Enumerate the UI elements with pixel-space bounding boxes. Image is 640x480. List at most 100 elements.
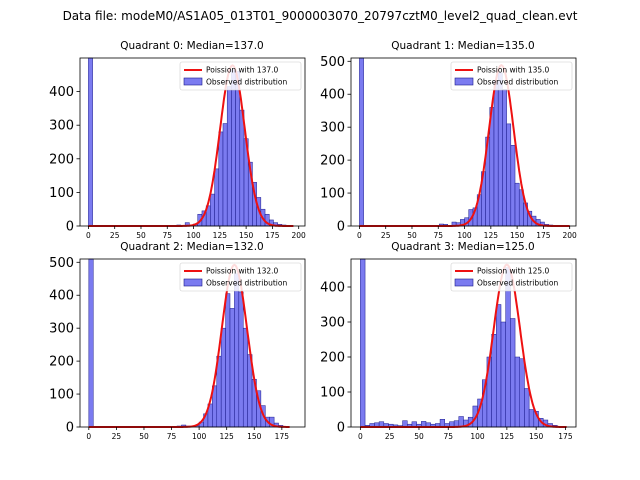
x-tick-label: 100 xyxy=(192,432,207,441)
legend-label-observed: Observed distribution xyxy=(206,279,287,288)
x-tick-label: 25 xyxy=(112,432,122,441)
x-tick-label: 75 xyxy=(167,432,177,441)
y-tick-label: 200 xyxy=(49,152,74,167)
y-tick-label: 300 xyxy=(320,121,345,136)
y-tick-label: 400 xyxy=(320,88,345,103)
legend-swatch-bar xyxy=(454,77,474,86)
histogram-bar xyxy=(496,304,502,428)
x-tick-label: 25 xyxy=(381,231,391,240)
histogram-bar xyxy=(231,69,236,227)
histogram-bar xyxy=(222,123,228,227)
y-tick-label: 0 xyxy=(337,220,345,235)
histogram-bar xyxy=(491,334,497,428)
histogram-bar xyxy=(439,419,445,428)
legend-label-observed: Observed distribution xyxy=(477,78,558,87)
plot-area: 0 25 50 75 100 125 150 175 200 0 100 200 300 400 500 xyxy=(320,55,577,240)
legend-label-poisson: Poission with 137.0 xyxy=(206,66,279,75)
x-tick-label: 50 xyxy=(414,432,424,441)
histogram-bar xyxy=(242,327,248,428)
x-tick-label: 0 xyxy=(86,432,91,441)
axes-frame xyxy=(350,258,577,428)
y-tick-label: 0 xyxy=(66,220,74,235)
y-tick-label: 400 xyxy=(49,85,74,100)
x-tick-label: 75 xyxy=(433,231,443,240)
subplot-quadrant-2: Quadrant 2: Median=132.0 0 25 50 75 100 125 15… xyxy=(49,241,306,441)
histogram-bar xyxy=(510,145,516,227)
x-tick-label: 150 xyxy=(529,432,544,441)
x-tick-label: 25 xyxy=(110,231,120,240)
legend-swatch-bar xyxy=(454,278,474,287)
x-tick-label: 75 xyxy=(162,231,172,240)
histogram-bar xyxy=(234,273,240,428)
legend-label-observed: Observed distribution xyxy=(206,78,287,87)
legend-swatch-bar xyxy=(183,77,203,86)
x-tick-label: 0 xyxy=(358,432,363,441)
x-tick-label: 50 xyxy=(407,231,417,240)
legend-swatch-bar xyxy=(183,278,203,287)
legend: Poission with 135.0 Observed distributio… xyxy=(450,61,573,91)
y-tick-label: 300 xyxy=(320,316,345,331)
x-tick-label: 75 xyxy=(443,432,453,441)
legend-box xyxy=(179,262,302,292)
legend-label-poisson: Poission with 135.0 xyxy=(477,66,550,75)
figure-suptitle: Data file: modeM0/AS1A05_013T01_90000030… xyxy=(63,9,578,23)
legend-label-observed: Observed distribution xyxy=(477,279,558,288)
legend-box xyxy=(450,262,573,292)
y-tick-label: 100 xyxy=(49,186,74,201)
axes-frame xyxy=(79,258,306,428)
histogram-bar xyxy=(510,318,516,428)
histogram-bar xyxy=(359,57,364,227)
legend-label-poisson: Poission with 125.0 xyxy=(477,267,550,276)
y-tick-label: 100 xyxy=(320,187,345,202)
x-tick-label: 200 xyxy=(563,231,578,240)
axes-frame xyxy=(350,57,577,227)
histogram-bar xyxy=(360,258,366,428)
histogram-bar xyxy=(214,168,220,227)
y-tick-label: 400 xyxy=(49,289,74,304)
legend: Poission with 132.0 Observed distributio… xyxy=(179,262,302,292)
histogram-bar xyxy=(239,109,245,227)
histogram-bar xyxy=(506,123,512,227)
x-tick-label: 100 xyxy=(457,231,472,240)
plot-area: 0 25 50 75 100 125 150 175 0 100 200 300 400 500 xyxy=(49,256,306,441)
legend: Poission with 137.0 Observed distributio… xyxy=(179,61,302,91)
x-tick-label: 125 xyxy=(213,231,228,240)
y-tick-label: 0 xyxy=(66,421,74,436)
x-tick-label: 50 xyxy=(139,432,149,441)
x-tick-label: 175 xyxy=(275,432,290,441)
x-tick-label: 175 xyxy=(265,231,280,240)
x-tick-label: 125 xyxy=(220,432,235,441)
y-tick-label: 200 xyxy=(320,351,345,366)
y-tick-label: 100 xyxy=(49,388,74,403)
histogram-bar xyxy=(514,356,520,428)
histogram-bar xyxy=(514,182,520,227)
histogram-bar xyxy=(500,321,506,428)
histogram-bar xyxy=(220,327,226,428)
y-tick-label: 100 xyxy=(320,386,345,401)
histogram-bar xyxy=(235,71,241,227)
x-tick-label: 125 xyxy=(500,432,515,441)
x-tick-label: 0 xyxy=(357,231,362,240)
histogram-bar xyxy=(505,267,511,428)
histogram-bar xyxy=(524,388,530,428)
histogram-bar xyxy=(210,193,215,227)
histogram-bar xyxy=(238,291,244,428)
subplot-title: Quadrant 0: Median=137.0 xyxy=(120,40,263,52)
histogram-bar xyxy=(226,86,232,227)
x-tick-label: 150 xyxy=(247,432,262,441)
x-tick-label: 175 xyxy=(536,231,551,240)
axes-frame xyxy=(79,57,306,227)
y-tick-label: 300 xyxy=(49,322,74,337)
x-tick-label: 200 xyxy=(292,231,307,240)
histogram-bar xyxy=(502,89,507,227)
x-tick-label: 175 xyxy=(558,432,573,441)
x-tick-label: 150 xyxy=(510,231,525,240)
histogram-bar xyxy=(88,57,93,227)
histogram-bar xyxy=(225,293,231,428)
x-tick-label: 125 xyxy=(484,231,499,240)
y-tick-label: 400 xyxy=(320,281,345,296)
subplot-title: Quadrant 2: Median=132.0 xyxy=(120,241,263,253)
subplot-quadrant-3: Quadrant 3: Median=125.0 0 25 50 75 100 125 15… xyxy=(320,241,577,441)
histogram-bar xyxy=(88,258,94,428)
x-tick-label: 100 xyxy=(470,432,485,441)
